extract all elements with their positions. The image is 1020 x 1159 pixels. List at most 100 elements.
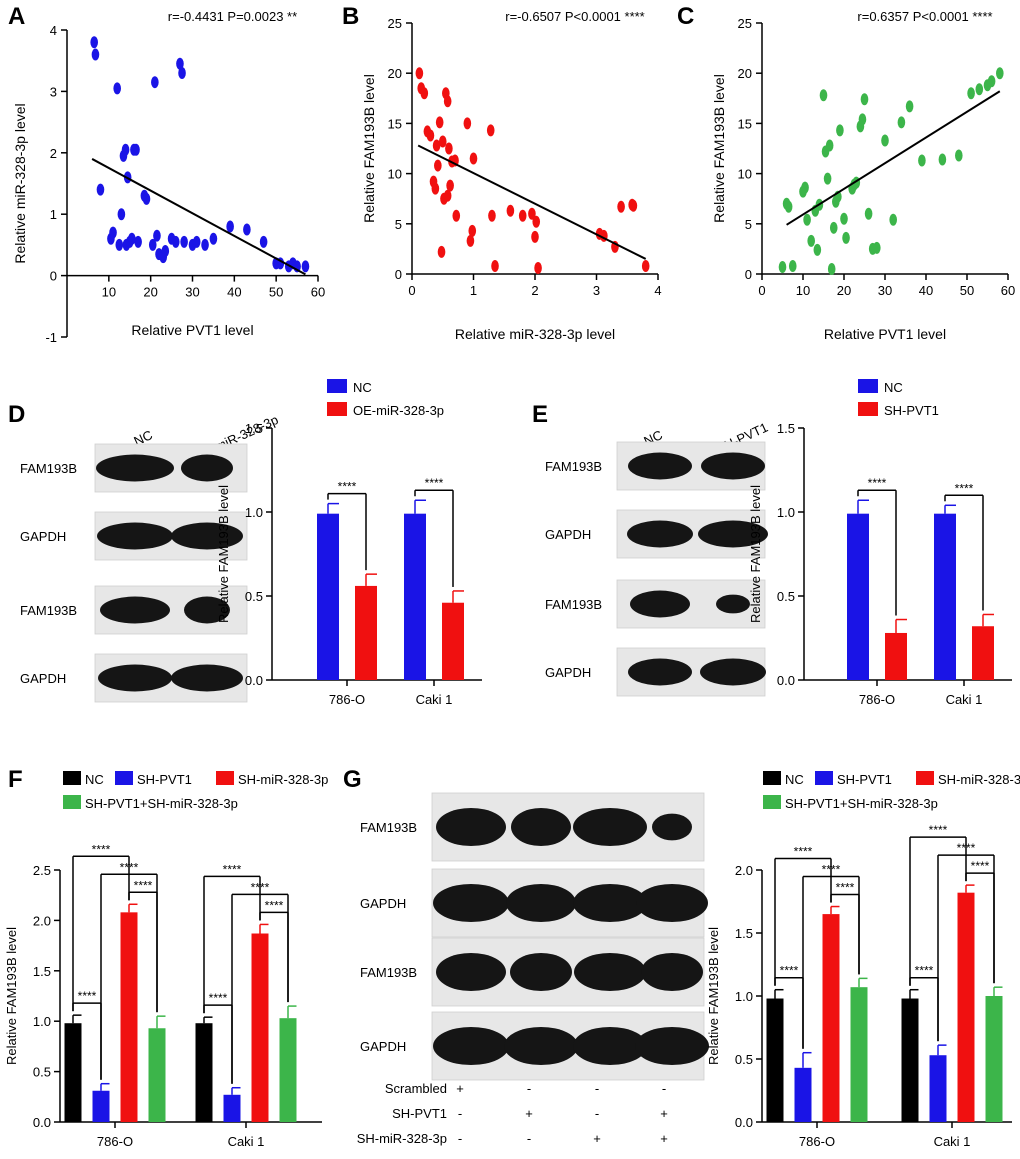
- panel-letter-d: D: [8, 401, 25, 428]
- d-row-band: [171, 522, 243, 550]
- g-legend-label: SH-PVT1+SH-miR-328-3p: [785, 796, 938, 811]
- g-sig-label: ****: [836, 881, 855, 895]
- b-x-axis-label: Relative miR-328-3p level: [455, 326, 615, 342]
- b-y-tick-label: 5: [395, 217, 402, 232]
- g-bar-nc: [901, 998, 919, 1122]
- b-data-point: [426, 129, 435, 142]
- a-y-tick-label: -1: [45, 330, 57, 345]
- a-data-point: [259, 235, 268, 248]
- a-x-tick-label: 10: [102, 285, 116, 300]
- e-row-band: [627, 520, 693, 548]
- e-legend-label: NC: [884, 380, 903, 395]
- c-x-axis-label: Relative PVT1 level: [824, 326, 946, 342]
- g-condition-label: SH-miR-328-3p: [357, 1131, 447, 1146]
- d-y-tick-label: 1.0: [245, 505, 263, 520]
- d-row-label: FAM193B: [20, 603, 77, 618]
- d-legend-swatch: [327, 402, 347, 416]
- a-y-tick-label: 4: [50, 23, 57, 38]
- a-y-tick-label: 1: [50, 207, 57, 222]
- e-row-band: [700, 658, 766, 686]
- d-row-band: [171, 664, 243, 692]
- b-data-point: [531, 230, 539, 243]
- g-condition-mark: +: [660, 1131, 668, 1146]
- a-x-axis-label: Relative PVT1 level: [131, 322, 253, 338]
- e-bar-nc: [847, 513, 869, 680]
- g-row-band: [436, 807, 506, 847]
- e-y-tick-label: 0.0: [777, 673, 795, 688]
- a-data-point: [180, 235, 188, 248]
- d-legend-swatch: [327, 379, 347, 393]
- a-data-point: [171, 235, 180, 248]
- c-x-tick-label: 20: [837, 283, 851, 298]
- d-y-tick-label: 0.5: [245, 589, 263, 604]
- c-data-point: [784, 200, 793, 213]
- c-y-tick-label: 10: [738, 167, 752, 182]
- g-row-band: [433, 883, 509, 923]
- a-x-tick-label: 40: [227, 285, 241, 300]
- c-y-tick-label: 25: [738, 16, 752, 31]
- g-row-band: [506, 883, 576, 923]
- c-y-tick-label: 0: [745, 267, 752, 282]
- d-legend-label: OE-miR-328-3p: [353, 403, 444, 418]
- e-sig-label: ****: [868, 476, 887, 490]
- c-data-point: [813, 243, 822, 256]
- g-bar-nc: [766, 998, 784, 1122]
- e-row-label: FAM193B: [545, 597, 602, 612]
- e-row-label: GAPDH: [545, 527, 591, 542]
- g-row-band: [573, 807, 647, 847]
- g-condition-mark: +: [525, 1106, 533, 1121]
- a-data-point: [301, 260, 310, 273]
- g-x-tick-label: 786-O: [799, 1134, 835, 1149]
- a-data-point: [134, 235, 142, 248]
- a-data-point: [117, 208, 126, 221]
- a-data-point: [209, 232, 218, 245]
- c-data-point: [873, 241, 881, 254]
- c-data-point: [864, 207, 873, 220]
- b-data-point: [432, 139, 441, 152]
- b-y-tick-label: 20: [388, 66, 402, 81]
- e-x-tick-label: 786-O: [859, 692, 895, 707]
- panel-letter-b: B: [342, 3, 359, 30]
- c-data-point: [860, 93, 869, 106]
- e-row-band: [630, 590, 690, 618]
- g-condition-mark: -: [662, 1081, 666, 1096]
- g-row-label: FAM193B: [360, 965, 417, 980]
- e-sig-label: ****: [955, 481, 974, 495]
- f-legend-label: SH-PVT1: [137, 772, 192, 787]
- d-sig-label: ****: [338, 480, 357, 494]
- d-bar-nc: [404, 513, 426, 680]
- g-condition-mark: -: [595, 1106, 599, 1121]
- panel-letter-f: F: [8, 766, 23, 793]
- c-data-point: [803, 213, 811, 226]
- g-row-band: [433, 1026, 509, 1066]
- e-row-label: GAPDH: [545, 665, 591, 680]
- e-y-tick-label: 1.5: [777, 421, 795, 436]
- d-row-label: GAPDH: [20, 529, 66, 544]
- e-row-band: [698, 520, 768, 548]
- b-data-point: [437, 245, 446, 258]
- a-data-point: [91, 48, 100, 61]
- e-bar-sh-pvt1: [972, 626, 994, 680]
- b-data-point: [641, 259, 650, 272]
- b-data-point: [488, 209, 496, 222]
- f-legend-swatch: [216, 771, 234, 785]
- c-x-tick-label: 50: [960, 283, 974, 298]
- b-y-tick-label: 10: [388, 167, 402, 182]
- g-condition-mark: -: [458, 1106, 462, 1121]
- f-sig-label: ****: [209, 991, 228, 1005]
- g-y-tick-label: 2.0: [735, 863, 753, 878]
- c-data-point: [987, 75, 996, 88]
- d-bar-oe-mir-328-3p: [355, 585, 377, 680]
- g-legend-swatch: [763, 771, 781, 785]
- a-y-tick-label: 2: [50, 146, 57, 161]
- c-data-point: [905, 100, 914, 113]
- b-x-tick-label: 3: [593, 283, 600, 298]
- c-data-point: [778, 260, 787, 273]
- b-data-point: [445, 142, 453, 155]
- b-data-point: [443, 95, 452, 108]
- b-data-point: [617, 200, 625, 213]
- c-data-point: [842, 231, 850, 244]
- b-data-point: [415, 67, 424, 80]
- a-data-point: [148, 238, 157, 251]
- g-row-band: [573, 1026, 647, 1066]
